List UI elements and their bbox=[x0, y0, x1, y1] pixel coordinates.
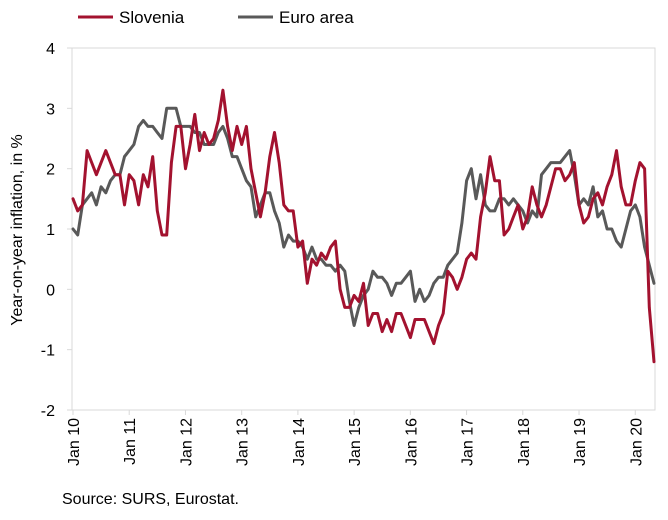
legend-label-slovenia: Slovenia bbox=[119, 8, 185, 27]
y-tick-label: 2 bbox=[46, 162, 55, 179]
x-tick-label: Jan 15 bbox=[347, 418, 364, 466]
axes: 4 3 2 1 0 -1 -2 Jan 10 Jan 11 Jan 12 Jan 13 Jan 14 J… bbox=[41, 41, 656, 466]
x-tick-label: Jan 20 bbox=[628, 418, 645, 466]
x-tick-label: Jan 11 bbox=[122, 418, 139, 465]
x-tick-label: Jan 18 bbox=[516, 418, 533, 466]
legend: Slovenia Euro area bbox=[78, 8, 354, 27]
x-tick-label: Jan 14 bbox=[291, 418, 308, 466]
x-tick-label: Jan 19 bbox=[572, 418, 589, 466]
x-tick-label: Jan 13 bbox=[235, 418, 252, 466]
series-line-slovenia bbox=[71, 88, 656, 364]
y-tick-label: 0 bbox=[46, 282, 55, 299]
y-tick-label: 3 bbox=[46, 101, 55, 118]
legend-label-euro-area: Euro area bbox=[279, 8, 354, 27]
source-note: Source: SURS, Eurostat. bbox=[62, 491, 239, 508]
x-tick-label: Jan 12 bbox=[178, 418, 195, 466]
series-lines bbox=[71, 88, 656, 364]
x-tick-label: Jan 17 bbox=[460, 418, 477, 466]
x-tick-label: Jan 16 bbox=[403, 418, 420, 466]
y-tick-label: -2 bbox=[41, 403, 55, 420]
y-axis-label: Year-on-year inflation, in % bbox=[9, 134, 26, 326]
y-tick-label: -1 bbox=[41, 343, 55, 360]
y-tick-label: 1 bbox=[46, 222, 55, 239]
x-tick-label: Jan 10 bbox=[66, 418, 83, 466]
y-tick-label: 4 bbox=[46, 41, 55, 58]
